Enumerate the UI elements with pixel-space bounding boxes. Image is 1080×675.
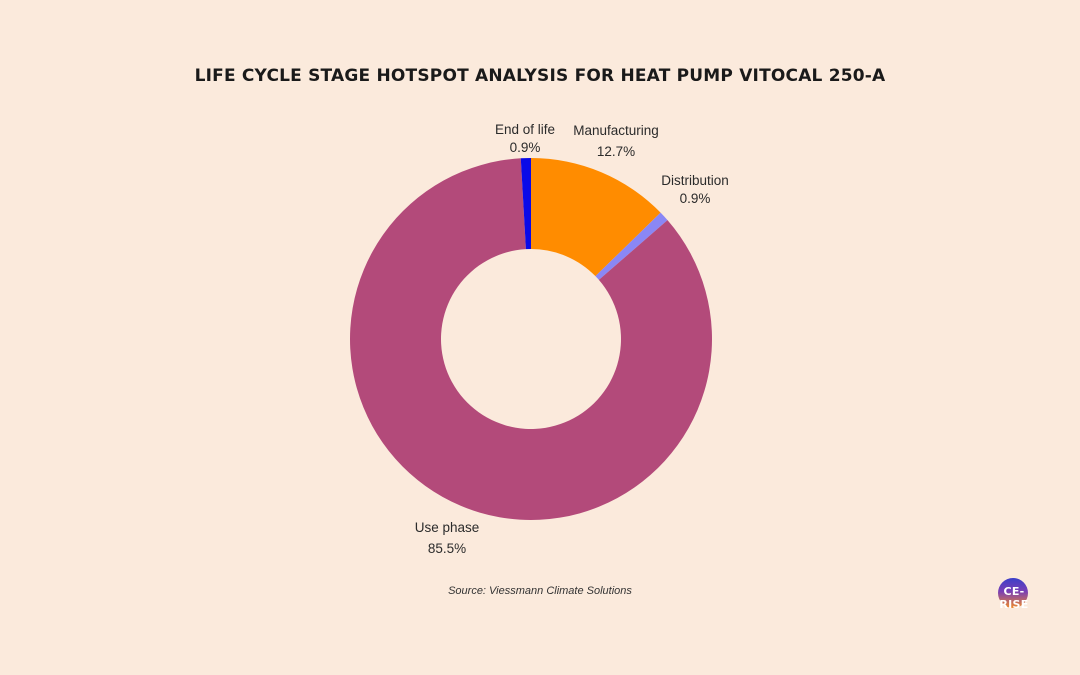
- label-end-of-life-name: End of life: [494, 122, 556, 137]
- donut-slices: [349, 158, 712, 521]
- label-manufacturing-value: 12.7%: [596, 144, 636, 159]
- ce-rise-logo-text: CE-RISE: [999, 585, 1029, 611]
- slice-distribution: [595, 212, 668, 280]
- label-distribution: Distribution 0.9%: [661, 172, 729, 208]
- label-distribution-name: Distribution: [661, 173, 729, 188]
- slice-end-of-life: [520, 158, 531, 250]
- label-end-of-life-value: 0.9%: [509, 140, 541, 155]
- label-use-phase: Use phase 85.5%: [415, 519, 480, 558]
- ce-rise-logo: [998, 578, 1028, 608]
- label-use-phase-value: 85.5%: [427, 541, 467, 556]
- label-use-phase-name: Use phase: [414, 520, 480, 535]
- source-note: Source: Viessmann Climate Solutions: [448, 585, 632, 597]
- chart-title: LIFE CYCLE STAGE HOTSPOT ANALYSIS FOR HE…: [194, 66, 886, 86]
- slice-use-phase: [349, 158, 712, 521]
- label-distribution-value: 0.9%: [679, 191, 711, 206]
- label-end-of-life: End of life 0.9%: [495, 121, 555, 157]
- slice-manufacturing: [531, 158, 661, 277]
- label-manufacturing: Manufacturing 12.7%: [573, 122, 659, 161]
- label-manufacturing-name: Manufacturing: [573, 123, 659, 138]
